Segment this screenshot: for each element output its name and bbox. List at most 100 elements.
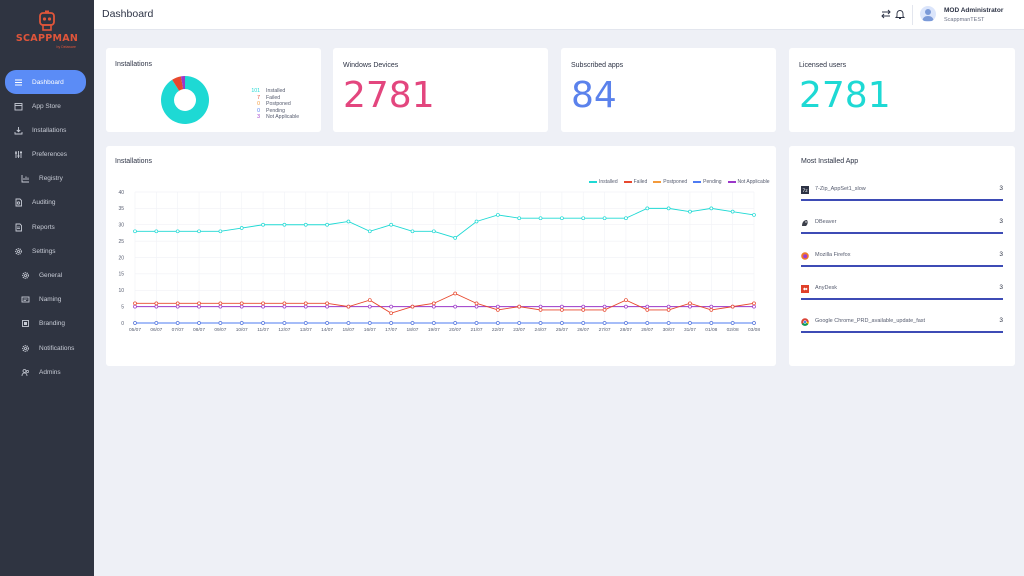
data-point[interactable]	[325, 321, 329, 325]
sidebar-item-dashboard[interactable]: Dashboard	[5, 70, 86, 94]
sidebar-item-branding[interactable]: Branding	[0, 312, 94, 336]
data-point[interactable]	[624, 304, 628, 309]
data-point[interactable]	[581, 321, 586, 325]
data-point[interactable]	[709, 321, 714, 325]
data-point[interactable]	[688, 301, 692, 306]
data-point[interactable]	[645, 321, 650, 325]
data-point[interactable]	[581, 308, 586, 312]
app-logo[interactable]: SCAPPMAN by Delaware	[8, 10, 86, 62]
data-point[interactable]	[303, 304, 308, 309]
data-point[interactable]	[154, 321, 159, 325]
data-point[interactable]	[303, 222, 308, 227]
data-point[interactable]	[688, 304, 692, 309]
list-item[interactable]: AnyDesk 3	[801, 283, 1003, 313]
data-point[interactable]	[624, 321, 628, 325]
data-point[interactable]	[346, 321, 351, 325]
list-item[interactable]: Mozilla Firefox 3	[801, 250, 1003, 280]
data-point[interactable]	[261, 321, 265, 325]
sidebar-item-installations[interactable]: Installations	[0, 118, 94, 142]
data-point[interactable]	[645, 304, 650, 309]
user-name[interactable]: MOD Administrator	[944, 7, 1004, 14]
data-point[interactable]	[752, 213, 756, 217]
data-point[interactable]	[282, 222, 287, 227]
data-point[interactable]	[197, 304, 201, 309]
data-point[interactable]	[261, 304, 265, 309]
chart-legend-item[interactable]: Failed	[623, 179, 647, 185]
data-point[interactable]	[431, 229, 436, 234]
chart-legend-item[interactable]: Postponed	[653, 179, 687, 185]
data-point[interactable]	[517, 321, 522, 325]
sidebar-item-auditing[interactable]: Auditing	[0, 191, 94, 215]
data-point[interactable]	[538, 216, 543, 221]
data-point[interactable]	[431, 304, 436, 309]
data-point[interactable]	[474, 304, 479, 309]
sidebar-item-reports[interactable]: Reports	[0, 215, 94, 239]
data-point[interactable]	[133, 304, 137, 309]
data-point[interactable]	[666, 308, 671, 312]
data-point[interactable]	[666, 304, 671, 309]
chart-legend-item[interactable]: Pending	[693, 179, 722, 185]
data-point[interactable]	[709, 308, 714, 312]
swap-icon[interactable]	[880, 8, 892, 20]
data-point[interactable]	[389, 311, 393, 316]
data-point[interactable]	[709, 206, 714, 211]
donut-slice-installed[interactable]	[161, 76, 209, 124]
data-point[interactable]	[133, 321, 137, 325]
data-point[interactable]	[560, 304, 564, 309]
data-point[interactable]	[560, 308, 564, 312]
data-point[interactable]	[538, 304, 543, 309]
data-point[interactable]	[730, 321, 735, 325]
data-point[interactable]	[666, 321, 671, 325]
data-point[interactable]	[175, 321, 180, 325]
data-point[interactable]	[154, 304, 159, 309]
data-point[interactable]	[218, 301, 223, 306]
data-point[interactable]	[197, 321, 201, 325]
data-point[interactable]	[197, 229, 201, 234]
data-point[interactable]	[282, 304, 287, 309]
data-point[interactable]	[496, 308, 500, 312]
data-point[interactable]	[602, 308, 607, 312]
data-point[interactable]	[367, 304, 372, 309]
data-point[interactable]	[474, 301, 479, 306]
data-point[interactable]	[367, 321, 372, 325]
data-point[interactable]	[239, 304, 244, 309]
data-point[interactable]	[175, 229, 180, 234]
sidebar-item-general[interactable]: General	[0, 264, 94, 288]
data-point[interactable]	[175, 304, 180, 309]
data-point[interactable]	[496, 321, 500, 325]
list-item[interactable]: DBeaver 3	[801, 217, 1003, 247]
data-point[interactable]	[282, 301, 287, 306]
data-point[interactable]	[261, 222, 265, 227]
data-point[interactable]	[602, 321, 607, 325]
data-point[interactable]	[367, 298, 372, 302]
data-point[interactable]	[474, 219, 479, 224]
data-point[interactable]	[602, 216, 607, 221]
data-point[interactable]	[282, 321, 287, 325]
data-point[interactable]	[538, 321, 543, 325]
data-point[interactable]	[752, 301, 756, 306]
list-item[interactable]: 7z 7-Zip_AppSet1_slow 3	[801, 184, 1003, 214]
data-point[interactable]	[154, 229, 159, 234]
data-point[interactable]	[154, 301, 159, 306]
list-item[interactable]: Google Chrome_PRD_available_update_fast …	[801, 316, 1003, 346]
donut-slice-not-applicable[interactable]	[180, 76, 185, 90]
data-point[interactable]	[389, 304, 393, 309]
data-point[interactable]	[218, 304, 223, 309]
data-point[interactable]	[538, 308, 543, 312]
data-point[interactable]	[346, 304, 351, 309]
data-point[interactable]	[730, 209, 735, 214]
data-point[interactable]	[688, 321, 692, 325]
data-point[interactable]	[239, 321, 244, 325]
avatar[interactable]	[920, 6, 936, 22]
sidebar-item-preferences[interactable]: Preferences	[0, 143, 94, 167]
data-point[interactable]	[730, 304, 735, 309]
data-point[interactable]	[624, 216, 628, 221]
data-point[interactable]	[410, 321, 415, 325]
data-point[interactable]	[645, 206, 650, 211]
data-point[interactable]	[709, 304, 714, 309]
bell-icon[interactable]	[894, 8, 906, 20]
sidebar-item-settings[interactable]: Settings	[0, 239, 94, 263]
data-point[interactable]	[496, 213, 500, 217]
data-point[interactable]	[581, 216, 586, 221]
data-point[interactable]	[389, 222, 393, 227]
